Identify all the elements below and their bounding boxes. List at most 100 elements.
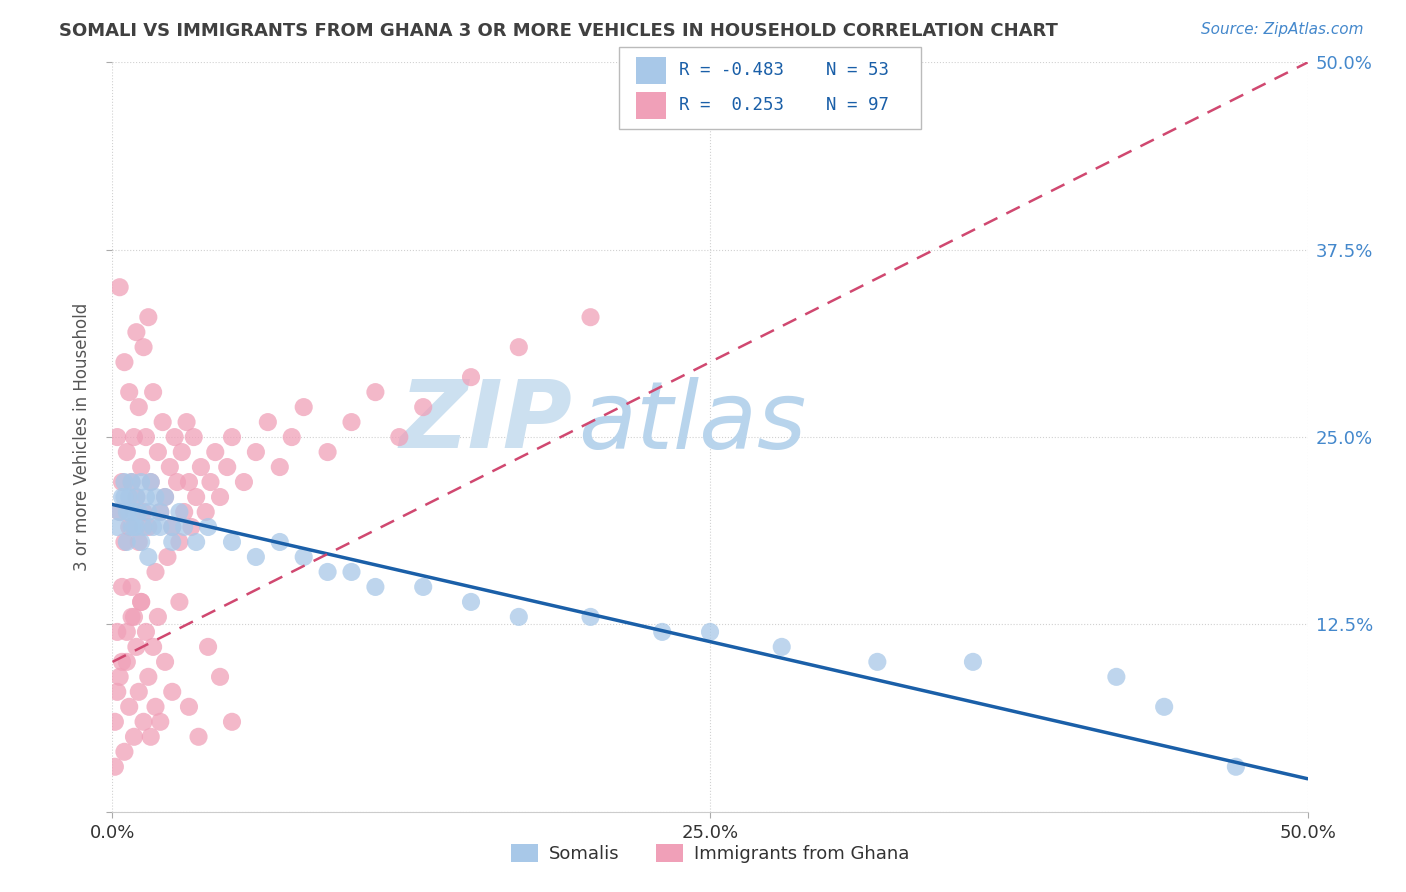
- Point: [1225, 760, 1247, 774]
- Point: [340, 415, 363, 429]
- Point: [129, 595, 152, 609]
- Point: [162, 520, 183, 534]
- Point: [121, 520, 143, 534]
- Point: [132, 505, 155, 519]
- Point: [197, 520, 219, 534]
- Point: [169, 505, 191, 519]
- Point: [118, 385, 141, 400]
- Point: [125, 325, 148, 339]
- Point: [142, 520, 165, 534]
- Point: [138, 505, 160, 519]
- Point: [169, 535, 191, 549]
- Point: [770, 640, 793, 654]
- Point: [132, 340, 155, 354]
- Text: atlas: atlas: [579, 376, 807, 467]
- Point: [204, 445, 226, 459]
- Point: [156, 549, 179, 564]
- Point: [173, 520, 195, 534]
- Point: [114, 490, 135, 504]
- Point: [118, 520, 141, 534]
- Point: [153, 655, 176, 669]
- Point: [146, 445, 169, 459]
- Point: [121, 580, 143, 594]
- Point: [128, 400, 150, 414]
- Point: [209, 490, 232, 504]
- Point: [180, 520, 202, 534]
- Text: Source: ZipAtlas.com: Source: ZipAtlas.com: [1201, 22, 1364, 37]
- Point: [115, 535, 138, 549]
- Point: [125, 490, 148, 504]
- Point: [139, 475, 162, 489]
- Point: [364, 385, 387, 400]
- Point: [115, 624, 138, 639]
- Point: [166, 475, 188, 489]
- Point: [125, 490, 148, 504]
- Point: [149, 520, 172, 534]
- Point: [190, 460, 212, 475]
- Point: [1105, 670, 1128, 684]
- Point: [122, 505, 145, 519]
- Point: [186, 535, 208, 549]
- Point: [115, 445, 138, 459]
- Point: [121, 475, 143, 489]
- Point: [111, 475, 134, 489]
- Point: [508, 610, 530, 624]
- Point: [183, 430, 205, 444]
- Point: [176, 415, 198, 429]
- Point: [162, 535, 183, 549]
- Point: [104, 760, 127, 774]
- Point: [142, 640, 165, 654]
- Point: [111, 655, 134, 669]
- Point: [122, 610, 145, 624]
- Point: [114, 475, 135, 489]
- Point: [118, 490, 141, 504]
- Point: [245, 549, 267, 564]
- Point: [128, 505, 150, 519]
- Point: [122, 730, 145, 744]
- Point: [121, 475, 143, 489]
- Point: [125, 640, 148, 654]
- Point: [153, 490, 176, 504]
- Point: [579, 310, 602, 325]
- Point: [159, 460, 181, 475]
- Point: [316, 445, 339, 459]
- Point: [281, 430, 304, 444]
- Point: [221, 714, 243, 729]
- Point: [104, 714, 127, 729]
- Point: [364, 580, 387, 594]
- Point: [177, 475, 200, 489]
- Point: [108, 280, 131, 294]
- Point: [340, 565, 363, 579]
- Point: [651, 624, 673, 639]
- Point: [105, 624, 128, 639]
- Point: [163, 430, 186, 444]
- Point: [129, 595, 152, 609]
- Point: [139, 475, 162, 489]
- Text: SOMALI VS IMMIGRANTS FROM GHANA 3 OR MORE VEHICLES IN HOUSEHOLD CORRELATION CHAR: SOMALI VS IMMIGRANTS FROM GHANA 3 OR MOR…: [59, 22, 1057, 40]
- Point: [114, 535, 135, 549]
- Point: [316, 565, 339, 579]
- Point: [132, 714, 155, 729]
- Point: [699, 624, 721, 639]
- Point: [217, 460, 239, 475]
- Text: R = -0.483    N = 53: R = -0.483 N = 53: [679, 62, 889, 79]
- Point: [105, 520, 128, 534]
- Point: [114, 355, 135, 369]
- Y-axis label: 3 or more Vehicles in Household: 3 or more Vehicles in Household: [73, 303, 91, 571]
- Point: [128, 535, 150, 549]
- Point: [142, 385, 165, 400]
- Point: [138, 310, 160, 325]
- Point: [233, 475, 256, 489]
- Point: [209, 670, 232, 684]
- Point: [269, 460, 291, 475]
- Point: [135, 490, 157, 504]
- Point: [115, 655, 138, 669]
- Point: [115, 505, 138, 519]
- Text: ZIP: ZIP: [399, 376, 572, 468]
- Point: [177, 699, 200, 714]
- Text: R =  0.253    N = 97: R = 0.253 N = 97: [679, 96, 889, 114]
- Point: [108, 505, 131, 519]
- Point: [128, 685, 150, 699]
- Point: [138, 549, 160, 564]
- Point: [135, 430, 157, 444]
